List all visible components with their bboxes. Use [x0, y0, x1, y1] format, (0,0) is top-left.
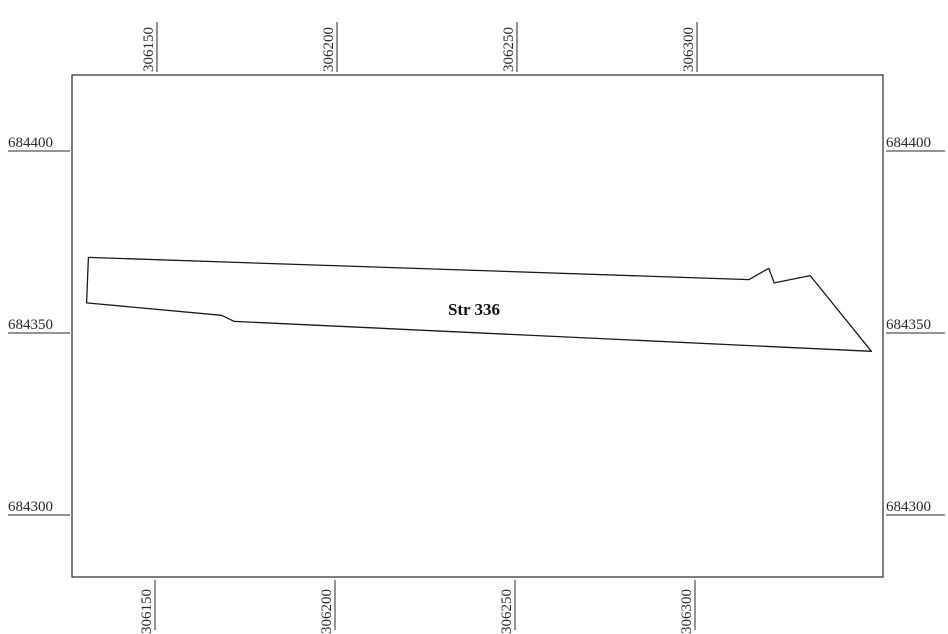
structure-label: Str 336	[448, 300, 500, 319]
top-x-tick-label: 306150	[141, 27, 157, 72]
map-frame	[71, 74, 884, 578]
structure-outline[interactable]	[85, 256, 873, 352]
right-y-tick-label: 684350	[886, 317, 931, 333]
right-y-tick-label: 684300	[886, 499, 931, 515]
bottom-x-tick-label: 306250	[499, 589, 515, 634]
left-y-tick-label: 684350	[8, 317, 53, 333]
top-x-tick-label: 306300	[681, 27, 697, 72]
top-x-tick-label: 306250	[501, 27, 517, 72]
bottom-x-tick-label: 306300	[679, 589, 695, 634]
top-x-tick-label: 306200	[321, 27, 337, 72]
left-axis-labels: 684400 684350 684300	[8, 135, 70, 516]
left-y-tick-label: 684300	[8, 499, 53, 515]
bottom-x-tick-label: 306200	[319, 589, 335, 634]
right-axis-labels: 684400 684350 684300	[886, 135, 945, 516]
bottom-axis-labels: 306150 306200 306250 306300	[139, 580, 696, 634]
left-y-tick-label: 684400	[8, 135, 53, 151]
top-axis-labels: 306150 306200 306250 306300	[141, 22, 698, 72]
right-y-tick-label: 684400	[886, 135, 931, 151]
bottom-x-tick-label: 306150	[139, 589, 155, 634]
